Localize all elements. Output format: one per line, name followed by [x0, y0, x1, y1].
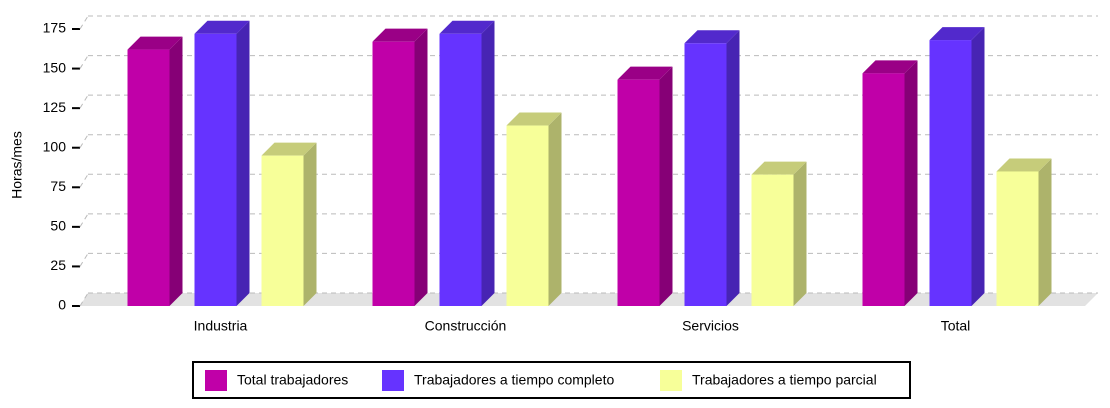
bar — [996, 171, 1039, 306]
bar-top — [862, 60, 918, 74]
floor — [80, 293, 1098, 306]
legend-label: Trabajadores a tiempo parcial — [692, 372, 877, 388]
bar — [372, 41, 415, 307]
bar-top — [506, 112, 562, 126]
grid-line — [79, 55, 89, 69]
y-tick-label: 75 — [50, 178, 66, 194]
bar-side — [169, 36, 183, 306]
bar-top — [684, 30, 740, 44]
grid-line — [79, 94, 89, 109]
bar-top — [439, 20, 495, 34]
x-tick-label: Industria — [194, 318, 248, 334]
grid-line — [79, 213, 89, 228]
bar-side — [726, 30, 740, 306]
bar-side — [1038, 158, 1052, 306]
bar-top — [751, 161, 807, 175]
bar-top — [372, 28, 428, 42]
bar — [439, 33, 482, 307]
bar — [127, 49, 170, 306]
bar — [929, 40, 972, 307]
bar-top — [996, 158, 1052, 172]
bar-top — [261, 142, 317, 156]
grid-line — [79, 292, 89, 307]
bar-top — [617, 66, 673, 80]
bar-side — [904, 60, 918, 306]
bar — [261, 155, 304, 306]
bar-top — [929, 27, 985, 41]
bar-side — [303, 142, 317, 306]
bar-side — [414, 28, 428, 307]
bar-top — [194, 20, 250, 34]
bar — [506, 125, 549, 306]
y-tick-label: 150 — [43, 59, 67, 75]
y-tick-label: 50 — [50, 218, 66, 234]
bar-side — [481, 20, 495, 307]
y-tick-label: 25 — [50, 257, 66, 273]
bar-side — [236, 20, 250, 307]
y-tick-label: 100 — [43, 138, 67, 154]
y-axis-label: Horas/mes — [9, 131, 25, 199]
bar — [617, 79, 660, 306]
legend-swatch — [205, 370, 227, 391]
grid-line — [79, 174, 89, 188]
grid-line — [79, 253, 89, 267]
bar-side — [971, 27, 985, 307]
legend-label: Trabajadores a tiempo completo — [414, 372, 614, 388]
y-tick-label: 175 — [43, 20, 67, 36]
legend — [192, 361, 911, 399]
x-tick-label: Total — [941, 318, 971, 334]
legend-label: Total trabajadores — [237, 372, 348, 388]
legend-swatch — [660, 370, 682, 391]
legend-swatch — [382, 370, 404, 391]
bar — [751, 174, 794, 306]
bar-side — [659, 66, 673, 306]
grid-line — [79, 15, 89, 30]
bar-side — [548, 112, 562, 306]
bar — [194, 33, 237, 307]
y-tick-label: 0 — [58, 297, 66, 313]
bar — [862, 73, 905, 306]
y-tick-label: 125 — [43, 99, 67, 115]
x-tick-label: Servicios — [682, 318, 739, 334]
x-tick-label: Construcción — [425, 318, 507, 334]
bar-top — [127, 36, 183, 50]
bar-side — [793, 161, 807, 306]
bar — [684, 43, 727, 306]
grid-line — [79, 134, 89, 148]
